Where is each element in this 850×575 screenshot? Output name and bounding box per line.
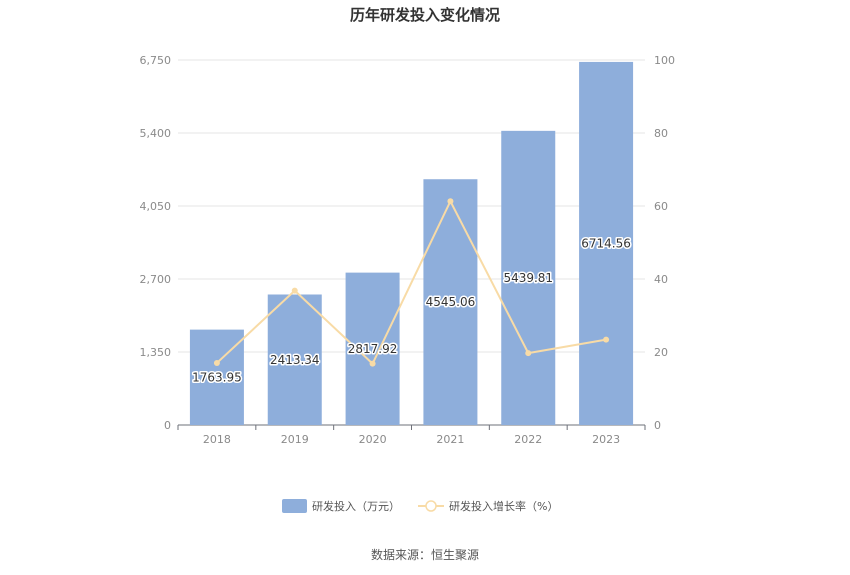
bar-value-label: 5439.81 [503, 271, 553, 285]
bar-value-label: 6714.56 [581, 236, 631, 250]
growth-point [213, 359, 220, 366]
x-tick-label: 2020 [359, 433, 387, 446]
y-right-tick-label: 80 [654, 127, 668, 140]
y-left-tick-label: 4,050 [140, 200, 172, 213]
bar-series [189, 61, 634, 426]
line-series [213, 198, 610, 367]
grid-lines [178, 59, 645, 426]
growth-point [291, 287, 298, 294]
growth-line [216, 199, 607, 366]
y-right-tick-label: 20 [654, 346, 668, 359]
source-note: 数据来源：恒生聚源 [371, 547, 479, 562]
y-axis-left: 0 1,350 2,700 4,050 5,400 6,750 [140, 54, 172, 432]
growth-point [603, 336, 610, 343]
data-labels: 1763.95 2413.34 2817.92 4545.06 5439.81 6714.… [191, 235, 633, 386]
x-tick-label: 2022 [514, 433, 542, 446]
chart-title: 历年研发投入变化情况 [350, 6, 500, 24]
y-left-tick-label: 0 [164, 419, 171, 432]
y-right-tick-label: 60 [654, 200, 668, 213]
y-right-tick-label: 40 [654, 273, 668, 286]
bar [501, 130, 556, 426]
bar [423, 179, 478, 425]
growth-point [525, 350, 532, 357]
growth-point [447, 198, 454, 205]
x-tick-label: 2019 [281, 433, 309, 446]
y-left-tick-label: 2,700 [140, 273, 172, 286]
bar-value-label: 2817.92 [348, 342, 398, 356]
y-left-tick-label: 1,350 [140, 346, 172, 359]
bar-value-label: 1763.95 [192, 370, 242, 384]
y-right-tick-label: 0 [654, 419, 661, 432]
x-tick-label: 2018 [203, 433, 231, 446]
legend-item-line[interactable]: 研发投入增长率（%） [418, 499, 558, 513]
y-left-tick-label: 6,750 [140, 54, 172, 67]
x-axis: 2018 2019 2020 2021 2022 2023 [177, 425, 646, 446]
bar [579, 61, 634, 426]
x-tick-label: 2023 [592, 433, 620, 446]
legend-bar-label: 研发投入（万元） [312, 499, 400, 513]
y-right-tick-label: 100 [654, 54, 675, 67]
bar [267, 294, 322, 425]
y-left-tick-label: 5,400 [140, 127, 172, 140]
growth-point [369, 360, 376, 367]
y-axis-right: 0 20 40 60 80 100 [654, 54, 675, 432]
bar-value-label: 4545.06 [426, 295, 476, 309]
legend-line-label: 研发投入增长率（%） [449, 499, 558, 513]
bar [345, 272, 400, 425]
legend[interactable]: 研发投入（万元） 研发投入增长率（%） [282, 499, 558, 513]
legend-bar-swatch [282, 499, 307, 513]
legend-item-bar[interactable]: 研发投入（万元） [282, 499, 400, 513]
x-tick-label: 2021 [436, 433, 464, 446]
legend-line-marker [425, 500, 437, 512]
bar-value-label: 2413.34 [270, 353, 320, 367]
